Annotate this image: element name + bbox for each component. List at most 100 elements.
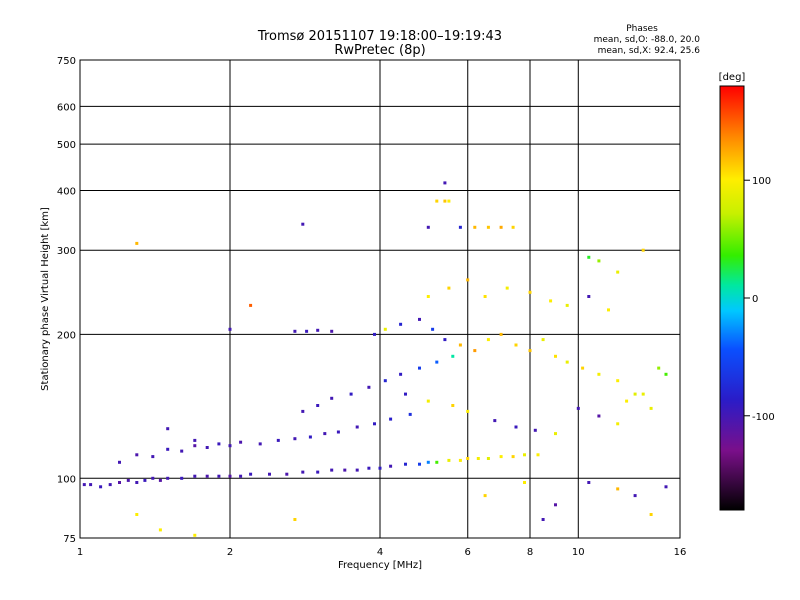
data-point <box>505 286 509 290</box>
data-point <box>193 474 197 478</box>
y-tick-label: 200 <box>57 330 76 341</box>
data-point <box>166 447 170 451</box>
data-point <box>293 329 297 333</box>
data-point <box>193 444 197 448</box>
data-point <box>82 483 86 487</box>
data-point <box>616 379 620 383</box>
data-point <box>399 322 403 326</box>
data-point <box>135 241 139 245</box>
data-point <box>443 181 447 185</box>
data-point <box>597 414 601 418</box>
data-point <box>493 419 497 423</box>
data-point <box>228 474 232 478</box>
data-point <box>466 409 470 413</box>
data-point <box>135 481 139 484</box>
data-point <box>228 327 232 331</box>
phase-info-title: Phases <box>626 24 658 34</box>
data-point <box>499 332 503 336</box>
data-point <box>143 478 147 482</box>
data-point <box>239 440 243 444</box>
data-point <box>554 503 557 507</box>
data-point <box>633 392 637 396</box>
data-point <box>180 449 184 453</box>
data-point <box>135 453 139 457</box>
data-point <box>523 453 526 457</box>
colorbar-tick-label: 0 <box>752 294 758 305</box>
data-point <box>301 470 305 474</box>
data-point <box>451 354 455 358</box>
data-point <box>426 295 430 298</box>
data-point <box>473 349 477 353</box>
data-point <box>355 425 359 429</box>
data-point <box>664 372 668 376</box>
data-point <box>576 406 580 410</box>
data-point <box>536 453 540 457</box>
data-point <box>514 425 518 429</box>
data-point <box>426 460 430 464</box>
x-tick-label: 6 <box>465 547 471 558</box>
y-tick-label: 75 <box>63 534 76 545</box>
y-tick-labels: 75 100 200 300 400 500 600 750 <box>57 56 76 545</box>
data-point <box>435 360 439 364</box>
data-point <box>447 286 451 290</box>
data-point <box>483 295 487 298</box>
data-point <box>276 438 280 442</box>
data-point <box>330 396 334 400</box>
data-point <box>458 225 462 229</box>
data-point <box>343 468 347 472</box>
data-point <box>528 290 532 294</box>
data-point <box>228 444 232 448</box>
data-point <box>118 460 121 464</box>
data-point <box>528 349 532 353</box>
data-point <box>447 199 451 203</box>
x-tick-label: 10 <box>572 547 585 558</box>
data-point <box>383 379 387 383</box>
phase-info-o: mean, sd,O: -88.0, 20.0 <box>594 35 701 45</box>
data-point <box>435 199 439 203</box>
data-point <box>616 487 620 491</box>
data-point <box>239 474 243 478</box>
data-point <box>514 343 518 347</box>
data-point <box>166 476 170 480</box>
data-point <box>336 430 340 434</box>
x-axis-label: Frequency [MHz] <box>338 560 422 571</box>
data-point <box>486 225 490 229</box>
data-point <box>587 255 591 259</box>
data-point <box>305 329 309 333</box>
y-tick-label: 400 <box>57 186 76 197</box>
y-tick-label: 500 <box>57 140 76 151</box>
data-point <box>565 303 569 307</box>
x-tick-label: 8 <box>527 547 533 558</box>
data-point <box>330 468 334 472</box>
data-point <box>355 468 359 472</box>
chart-title: Tromsø 20151107 19:18:00–19:19:43 <box>257 29 502 44</box>
data-point <box>597 259 601 263</box>
colorbar-ticks: 100 0 -100 <box>744 176 775 423</box>
data-point <box>258 442 262 446</box>
data-point <box>476 457 480 460</box>
data-point <box>587 481 591 484</box>
colorbar <box>719 85 745 511</box>
data-point <box>451 404 455 407</box>
data-point <box>511 225 515 229</box>
data-point <box>458 458 462 462</box>
y-tick-label: 100 <box>57 474 76 485</box>
data-point <box>565 360 569 364</box>
data-point <box>649 406 653 410</box>
plot-frame <box>79 59 681 539</box>
data-point <box>418 317 421 321</box>
data-point <box>443 338 447 342</box>
data-point <box>367 385 371 389</box>
data-point <box>330 329 334 333</box>
x-tick-label: 16 <box>674 547 687 558</box>
data-point <box>587 295 591 298</box>
data-point <box>205 446 209 449</box>
data-point <box>389 464 393 468</box>
data-point <box>426 225 430 229</box>
x-tick-label: 1 <box>77 547 83 558</box>
data-point <box>399 372 403 376</box>
data-point <box>581 366 585 370</box>
data-point <box>447 458 451 462</box>
data-point <box>308 435 312 439</box>
